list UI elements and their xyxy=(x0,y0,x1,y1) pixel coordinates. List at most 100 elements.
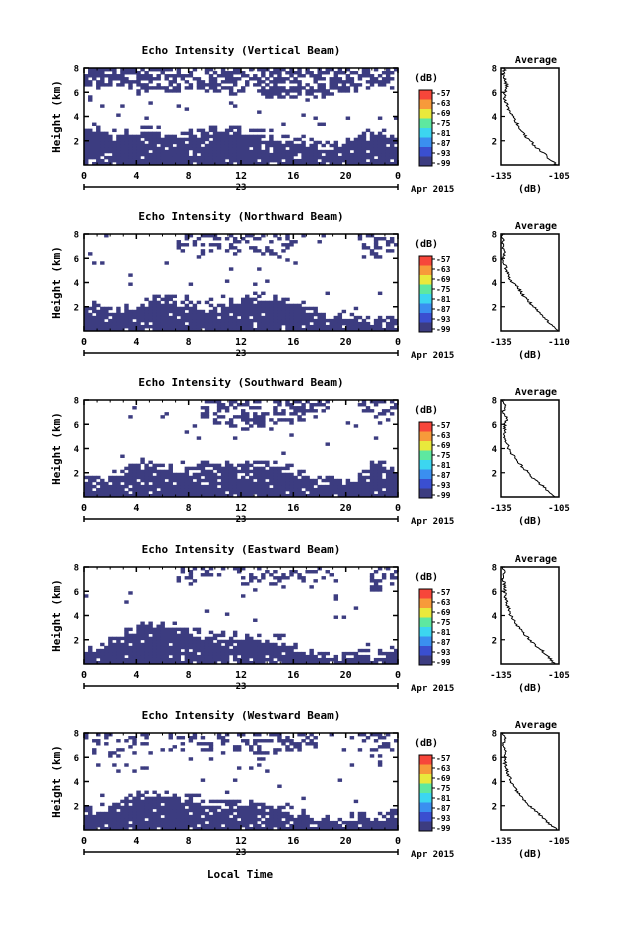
y-tick-label: 6 xyxy=(74,255,79,265)
heatmap-cell xyxy=(345,484,351,489)
heatmap-cell xyxy=(172,823,177,828)
heatmap-cell xyxy=(313,143,318,148)
heatmap-cell xyxy=(281,155,286,160)
heatmap-cell xyxy=(188,481,194,486)
heatmap-cell xyxy=(273,484,278,489)
heatmap-cell xyxy=(196,639,202,644)
colorbar-segment xyxy=(419,441,432,451)
heatmap-cell xyxy=(200,639,206,644)
heatmap-cell xyxy=(273,733,278,737)
heatmap-cell xyxy=(116,113,121,117)
heatmap-cell xyxy=(216,134,222,139)
heatmap-cell xyxy=(277,155,282,160)
heatmap-cell xyxy=(208,68,214,72)
heatmap-cell xyxy=(381,573,387,577)
heatmap-cell xyxy=(188,321,194,326)
heatmap-cell xyxy=(100,306,105,311)
heatmap-cell xyxy=(228,92,234,96)
heatmap-cell xyxy=(253,297,258,302)
heatmap-cell xyxy=(253,315,258,320)
heatmap-cell xyxy=(200,748,206,752)
heatmap-cell xyxy=(116,826,121,831)
heatmap-cell xyxy=(365,481,371,486)
heatmap-cell xyxy=(148,823,153,828)
heatmap-cell xyxy=(132,493,137,498)
heatmap-cell xyxy=(100,137,105,142)
heatmap-cell xyxy=(176,321,182,326)
heatmap-cell xyxy=(156,131,161,136)
heatmap-cell xyxy=(241,475,246,480)
heatmap-cell xyxy=(156,799,161,804)
heatmap-cell xyxy=(301,808,306,813)
heatmap-cell xyxy=(212,237,218,241)
heatmap-cell xyxy=(353,89,359,93)
heatmap-cell xyxy=(212,823,218,828)
heatmap-cell xyxy=(253,469,258,474)
heatmap-cell xyxy=(273,86,278,90)
heatmap-cell xyxy=(200,490,206,495)
heatmap-cell xyxy=(176,309,182,314)
heatmap-cell xyxy=(84,140,89,145)
average-title: Average xyxy=(515,221,557,232)
heatmap-cell xyxy=(156,324,161,329)
heatmap-cell xyxy=(192,77,198,81)
heatmap-cell xyxy=(249,321,254,326)
heatmap-cell xyxy=(108,484,113,489)
heatmap-cell xyxy=(329,77,334,81)
heatmap-cell xyxy=(273,312,278,317)
heatmap-cell xyxy=(188,657,194,662)
heatmap-cell xyxy=(148,654,153,659)
heatmap-cell xyxy=(144,469,149,474)
heatmap-cell xyxy=(216,736,222,740)
heatmap-cell xyxy=(100,823,105,828)
heatmap-cell xyxy=(273,89,278,93)
heatmap-cell xyxy=(236,146,242,151)
heatmap-cell xyxy=(377,116,383,120)
heatmap-cell xyxy=(164,152,169,157)
heatmap-cell xyxy=(253,460,258,465)
heatmap-cell xyxy=(245,155,250,160)
heatmap-cell xyxy=(188,71,194,75)
heatmap-cell xyxy=(112,315,117,320)
heatmap-cell xyxy=(96,137,101,142)
heatmap-cell xyxy=(269,134,274,139)
heatmap-cell xyxy=(220,406,226,410)
heatmap-cell xyxy=(88,131,93,136)
heatmap-cell xyxy=(377,475,383,480)
heatmap-cell xyxy=(257,648,262,653)
heatmap-cell xyxy=(317,312,322,317)
heatmap-cell xyxy=(385,651,391,656)
heatmap-cell xyxy=(84,318,89,323)
heatmap-cell xyxy=(112,146,117,151)
heatmap-cell xyxy=(96,161,101,166)
heatmap-cell xyxy=(192,306,198,311)
heatmap-cell xyxy=(204,823,210,828)
heatmap-cell xyxy=(353,481,359,486)
heatmap-cell xyxy=(293,312,298,317)
x-tick-label: 16 xyxy=(287,337,299,348)
heatmap-cell xyxy=(241,733,246,737)
heatmap-cell xyxy=(377,481,383,486)
heatmap-cell xyxy=(337,823,343,828)
heatmap-cell xyxy=(200,654,206,659)
heatmap-cell xyxy=(200,651,206,656)
heatmap-cell xyxy=(140,83,145,87)
y-tick-label: 8 xyxy=(74,231,79,241)
heatmap-cell xyxy=(281,633,286,638)
colorbar-frame xyxy=(418,89,433,167)
heatmap-cell xyxy=(353,651,359,656)
heatmap-cell xyxy=(160,315,165,320)
heatmap-cell xyxy=(88,493,93,498)
heatmap-cell xyxy=(253,618,258,622)
heatmap-cell xyxy=(220,68,226,72)
heatmap-cell xyxy=(232,246,238,250)
heatmap-cell xyxy=(148,466,153,471)
heatmap-cell xyxy=(164,790,169,795)
heatmap-cell xyxy=(144,478,149,483)
heatmap-cell xyxy=(317,140,322,145)
heatmap-cell xyxy=(100,158,105,163)
heatmap-cell xyxy=(317,152,322,157)
heatmap-cell xyxy=(140,823,145,828)
heatmap-cell xyxy=(196,484,202,489)
heatmap-cell xyxy=(176,327,182,332)
